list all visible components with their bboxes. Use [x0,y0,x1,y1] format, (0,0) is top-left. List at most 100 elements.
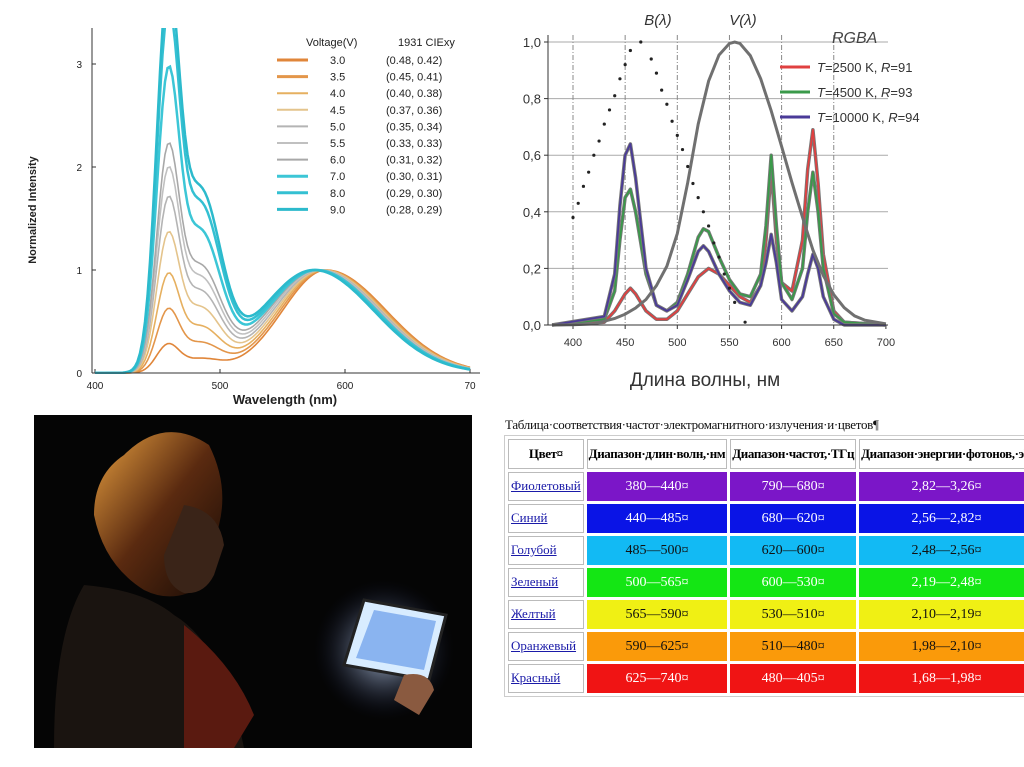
annotation-b-lambda: B(λ) [644,12,671,29]
freq-cell: 790—680¤ [730,472,857,501]
color-link[interactable]: Оранжевый [511,638,577,653]
energy-cell: 2,48—2,56¤ [859,536,1024,565]
wl-cell: 380—440¤ [586,472,728,501]
b-lambda-point [654,71,659,75]
b-lambda-point [649,57,653,61]
legend-r-symbol: R [888,110,897,125]
legend-cie: (0.29, 0.30) [386,188,442,200]
b-lambda-point [733,300,737,304]
x-tick-label: 450 [616,337,634,349]
b-lambda-point [727,286,732,290]
energy-cell: 2,56—2,82¤ [859,504,1024,533]
legend-voltage: 3.5 [330,72,345,84]
energy-cell: 1,68—1,98¤ [859,664,1024,693]
legend-cri: =93 [890,85,912,100]
annotation-rgba: RGBA [832,30,877,47]
legend-cie: (0.40, 0.38) [386,88,442,100]
b-lambda-point [576,201,580,205]
legend-cri: =94 [898,110,920,125]
x-tick-label: 550 [720,337,738,349]
b-lambda-point [665,102,669,106]
legend-voltage: 3.0 [330,55,345,67]
legend-r-symbol: R [881,60,890,75]
y-tick-label: 0,0 [523,318,541,333]
legend-cie: (0.33, 0.33) [386,138,442,150]
x-tick-label: 400 [564,337,582,349]
table-title: Таблица·соответствия·частот·электромагни… [505,417,879,432]
legend-cie: (0.28, 0.29) [386,204,442,216]
y-tick-label: 0 [76,369,82,380]
legend-voltage: 6.0 [330,155,345,167]
legend-voltage: 5.5 [330,138,345,150]
y-tick-label: 3 [76,60,82,71]
header-wavelength: Диапазон·длин·волн,·нм [586,439,728,469]
header-frequency: Диапазон·частот,·ТГц [730,439,857,469]
legend-temperature: =10000 K, [825,110,888,125]
b-lambda-point [717,255,721,259]
color-name-cell: Оранжевый [508,632,584,661]
legend-label: T=10000 K, R=94 [817,110,920,125]
color-link[interactable]: Голубой [511,542,557,557]
legend-voltage: 4.0 [330,88,345,100]
table-row: Голубой 485—500¤ 620—600¤ 2,48—2,56¤ [508,536,1024,565]
series-curve-1 [552,154,886,326]
color-name-cell: Желтый [508,600,584,629]
y-tick-label: 1,0 [523,35,541,50]
legend-label: T=4500 K, R=93 [817,85,912,100]
color-link[interactable]: Желтый [511,606,556,621]
y-tick-label: 1 [76,266,82,277]
table-row: Оранжевый 590—625¤ 510—480¤ 1,98—2,10¤ [508,632,1024,661]
y-tick-label: 0,6 [523,148,541,163]
color-link[interactable]: Зеленый [511,574,559,589]
b-lambda-point [597,139,601,143]
b-lambda-point [712,241,716,245]
wl-cell: 500—565¤ [586,568,728,597]
legend-t-symbol: T [817,110,826,125]
header-energy: Диапазон·энергии·фотонов,·эВ [859,439,1024,469]
legend-voltage: 8.0 [330,188,345,200]
b-lambda-point [618,77,622,81]
rgba-spectrum-chart: 0,0 0,2 0,4 0,6 0,8 1,0 400 450 500 550 600 650 700… [523,12,920,391]
y-tick-label: 2 [76,163,82,174]
x-axis-label: Длина волны, нм [630,370,780,391]
b-lambda-point [592,153,596,157]
table-row: Красный 625—740¤ 480—405¤ 1,68—1,98¤ [508,664,1024,693]
legend-temperature: =4500 K, [825,85,881,100]
b-lambda-point [670,119,674,123]
y-tick-label: 0,4 [523,205,541,220]
curve-5.5v [95,165,471,374]
b-lambda-point [686,164,690,169]
photo-woman-with-tablet [34,415,472,748]
b-lambda-point [701,210,705,214]
curve-3.5v [95,269,471,374]
b-lambda-point [706,224,711,228]
legend-voltage: 4.5 [330,105,345,117]
color-link[interactable]: Синий [511,510,548,525]
y-tick-label: 0,8 [523,92,541,107]
x-tick-label: 500 [668,337,686,349]
legend-r-symbol: R [881,85,890,100]
freq-cell: 600—530¤ [730,568,857,597]
freq-cell: 530—510¤ [730,600,857,629]
header-color: Цвет¤ [508,439,584,469]
b-lambda-point [680,147,685,152]
wl-cell: 590—625¤ [586,632,728,661]
legend-voltage: 9.0 [330,204,345,216]
b-lambda-point [571,215,575,220]
wl-cell: 565—590¤ [586,600,728,629]
series-curve-2 [551,143,886,326]
b-lambda-point [722,272,726,276]
x-tick-label: 600 [772,337,790,349]
b-lambda-point [602,122,606,126]
y-axis-label: Normalized Intensity [27,155,39,263]
color-link[interactable]: Фиолетовый [511,478,581,493]
curve-9.0v [95,28,471,374]
legend-cie: (0.48, 0.42) [386,55,442,67]
wl-cell: 440—485¤ [586,504,728,533]
color-link[interactable]: Красный [511,670,561,685]
curve-3.0v [95,269,471,374]
legend-voltage: 5.0 [330,121,345,133]
legend-header-cie: 1931 CIExy [398,37,455,49]
b-lambda-point [623,63,627,67]
series-curve-0 [552,128,886,326]
